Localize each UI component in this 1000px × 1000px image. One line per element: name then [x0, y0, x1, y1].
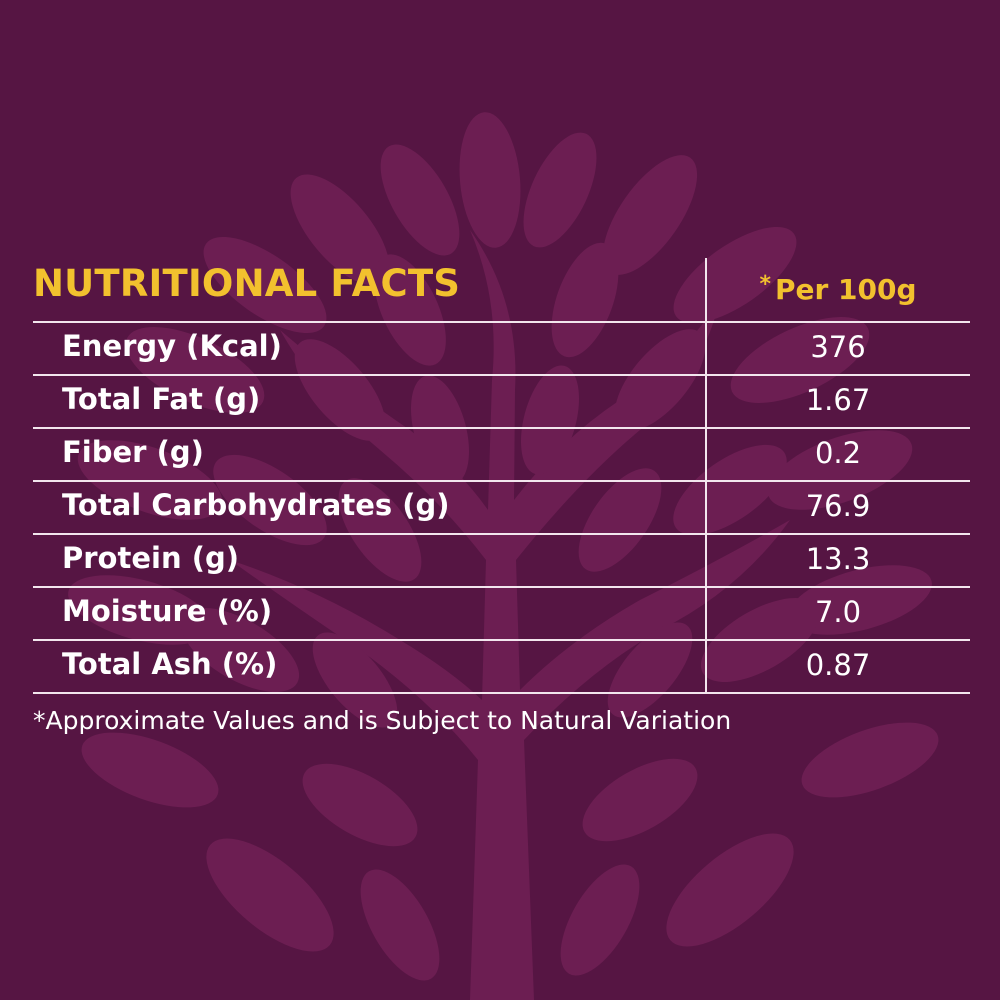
- table-title: NUTRITIONAL FACTS: [33, 262, 461, 305]
- nutrient-label: Protein (g): [62, 541, 239, 575]
- nutrient-value: 13.3: [805, 542, 871, 576]
- table-row: Protein (g) 13.3: [33, 535, 970, 586]
- table-row: Total Carbohydrates (g) 76.9: [33, 482, 970, 533]
- table-row: Energy (Kcal) 376: [33, 323, 970, 374]
- nutrient-value: 376: [810, 330, 866, 364]
- table-row: Moisture (%) 7.0: [33, 588, 970, 639]
- row-divider: [33, 533, 970, 535]
- nutrient-value: 76.9: [805, 489, 871, 523]
- row-divider: [33, 321, 970, 323]
- nutrient-label: Total Fat (g): [62, 382, 261, 416]
- nutrient-value: 7.0: [814, 595, 862, 629]
- column-divider: [705, 258, 707, 693]
- nutrient-label: Moisture (%): [62, 594, 273, 628]
- footnote: *Approximate Values and is Subject to Na…: [33, 706, 732, 735]
- row-divider: [33, 586, 970, 588]
- table-row: Total Fat (g) 1.67: [33, 376, 970, 427]
- nutrient-label: Total Carbohydrates (g): [62, 488, 450, 522]
- row-divider: [33, 480, 970, 482]
- row-divider: [33, 692, 970, 694]
- row-divider: [33, 639, 970, 641]
- unit-label: Per 100g: [774, 273, 917, 306]
- row-divider: [33, 374, 970, 376]
- unit-column-header: * Per 100g: [707, 272, 969, 306]
- nutrient-value: 0.87: [805, 648, 871, 682]
- table-row: Fiber (g) 0.2: [33, 429, 970, 480]
- nutrient-label: Energy (Kcal): [62, 329, 282, 363]
- nutrient-label: Fiber (g): [62, 435, 204, 469]
- table-row: Total Ash (%) 0.87: [33, 641, 970, 692]
- nutrient-value: 1.67: [805, 383, 871, 417]
- row-divider: [33, 427, 970, 429]
- unit-asterisk: *: [759, 272, 771, 297]
- nutrient-value: 0.2: [814, 436, 862, 470]
- nutrient-label: Total Ash (%): [62, 647, 278, 681]
